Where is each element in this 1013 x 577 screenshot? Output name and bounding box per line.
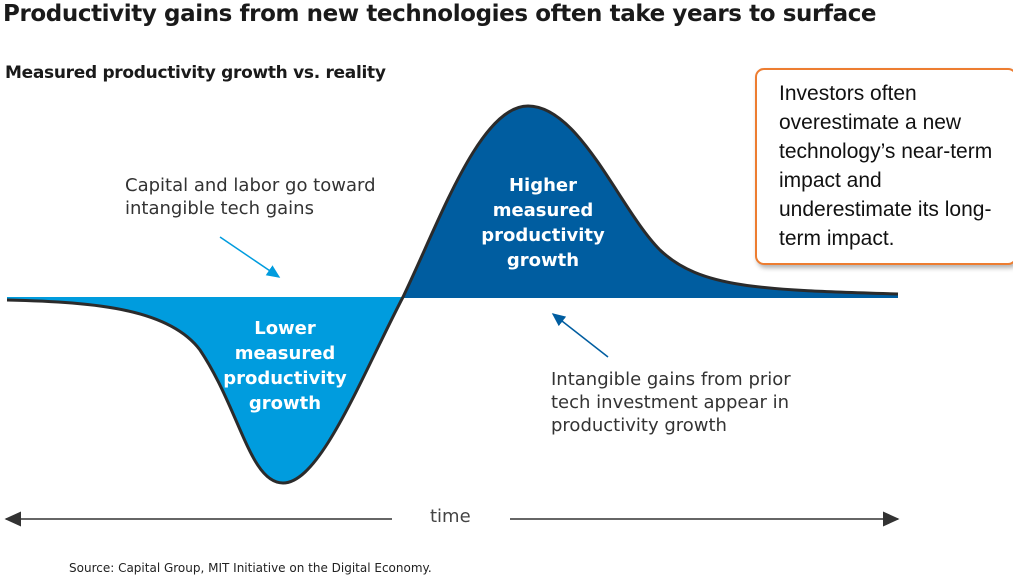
source-note: Source: Capital Group, MIT Initiative on… xyxy=(69,561,432,575)
higher-growth-region xyxy=(403,106,898,298)
left-annotation-arrow xyxy=(219,236,281,278)
investor-callout-box: Investors often overestimate a new techn… xyxy=(755,68,1013,265)
productivity-curve xyxy=(6,104,899,485)
lower-growth-label: Lower measured productivity growth xyxy=(223,318,347,414)
page-title: Productivity gains from new technologies… xyxy=(3,1,877,27)
chart-subtitle: Measured productivity growth vs. reality xyxy=(5,63,386,83)
left-annotation: Capital and labor go toward intangible t… xyxy=(125,175,376,219)
lower-growth-region xyxy=(7,297,403,483)
right-annotation-arrow xyxy=(551,313,609,358)
right-annotation: Intangible gains from prior tech investm… xyxy=(551,369,791,436)
time-axis-label: time xyxy=(430,506,471,527)
higher-growth-label: Higher measured productivity growth xyxy=(481,175,605,271)
